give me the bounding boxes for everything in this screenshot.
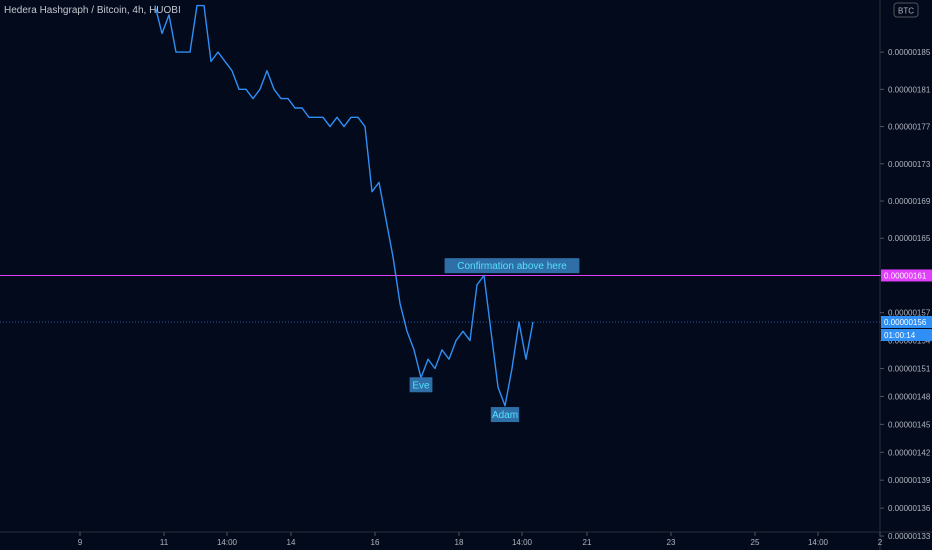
price-tick-label: 0.00000151 xyxy=(888,365,931,374)
price-tick-label: 0.00000157 xyxy=(888,309,931,318)
time-tick-label: 14:00 xyxy=(808,538,829,547)
price-tick-label: 0.00000136 xyxy=(888,504,931,513)
price-tick-label: 0.00000185 xyxy=(888,48,931,57)
annotation: Adam xyxy=(490,407,520,423)
time-tick-label: 14:00 xyxy=(217,538,238,547)
time-tick-label: 16 xyxy=(371,538,380,547)
annotation-bg xyxy=(409,377,433,393)
annotation-bg xyxy=(444,258,580,274)
price-tick-label: 0.00000177 xyxy=(888,123,931,132)
resistance-price-label-text: 0.00000161 xyxy=(884,271,927,280)
resistance-price-label: 0.00000161 xyxy=(881,269,932,282)
time-tick-label: 18 xyxy=(455,538,464,547)
price-tick-label: 0.00000133 xyxy=(888,532,931,541)
price-tick-label: 0.00000165 xyxy=(888,234,931,243)
countdown-label-bg xyxy=(881,328,932,341)
time-tick-label: 9 xyxy=(78,538,83,547)
price-tick-label: 0.00000148 xyxy=(888,392,931,401)
time-tick-label: 2 xyxy=(878,538,883,547)
current-price-label: 0.00000156 xyxy=(881,315,932,328)
price-tick-label: 0.00000169 xyxy=(888,197,931,206)
current-price-label-bg xyxy=(881,315,932,328)
currency-badge-frame xyxy=(893,2,919,18)
price-tick-label: 0.00000154 xyxy=(888,337,931,346)
price-series-line xyxy=(154,4,534,407)
annotation-text: Confirmation above here xyxy=(457,261,567,272)
lines-layer xyxy=(0,4,880,407)
countdown-label: 01:00:14 xyxy=(881,328,932,341)
chart-title: Hedera Hashgraph / Bitcoin, 4h, HUOBI xyxy=(4,5,181,16)
countdown-label-text: 01:00:14 xyxy=(884,331,916,340)
time-tick-label: 25 xyxy=(751,538,760,547)
time-tick-label: 14:00 xyxy=(512,538,533,547)
time-tick-label: 23 xyxy=(667,538,676,547)
time-tick-label: 11 xyxy=(160,538,169,547)
time-tick-label: 14 xyxy=(287,538,296,547)
annotation-bg xyxy=(490,407,520,423)
time-tick-label: 21 xyxy=(583,538,592,547)
current-price-label-text: 0.00000156 xyxy=(884,318,927,327)
labels-layer: 0.00000161 0.00000156 01:00:14 Confirmation… xyxy=(409,258,932,423)
annotation-text: Eve xyxy=(412,380,430,391)
currency-badge: BTC xyxy=(893,2,919,18)
price-tick-label: 0.00000173 xyxy=(888,160,931,169)
annotation: Confirmation above here xyxy=(444,258,580,274)
price-tick-label: 0.00000142 xyxy=(888,448,931,457)
price-tick-label: 0.00000181 xyxy=(888,85,931,94)
price-tick-label: 0.00000139 xyxy=(888,476,931,485)
annotation-text: Adam xyxy=(492,410,518,421)
annotation: Eve xyxy=(409,377,433,393)
currency-badge-text: BTC xyxy=(898,7,914,16)
resistance-price-label-bg xyxy=(881,269,932,282)
price-tick-label: 0.00000145 xyxy=(888,420,931,429)
